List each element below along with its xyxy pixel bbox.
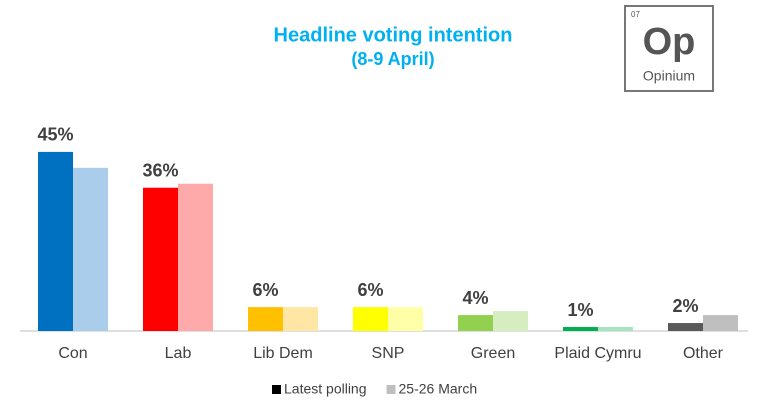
legend-swatch bbox=[386, 385, 396, 394]
bar bbox=[598, 327, 633, 331]
logo-number: 07 bbox=[631, 10, 640, 19]
logo-symbol: Op bbox=[643, 21, 696, 63]
logo-box bbox=[624, 5, 714, 92]
data-label: 1% bbox=[567, 300, 593, 320]
data-label: 36% bbox=[142, 160, 178, 180]
data-label: 4% bbox=[462, 288, 488, 308]
bar bbox=[248, 307, 283, 331]
x-tick-label: Green bbox=[471, 345, 515, 362]
bar bbox=[353, 307, 388, 331]
legend-swatch bbox=[272, 385, 281, 394]
x-tick-label: Lab bbox=[165, 345, 192, 362]
bar bbox=[143, 187, 178, 331]
bar bbox=[38, 151, 73, 331]
bar bbox=[493, 311, 528, 331]
logo-name: Opinium bbox=[643, 68, 695, 84]
bar bbox=[703, 315, 738, 331]
data-label: 6% bbox=[252, 280, 278, 300]
x-tick-label: SNP bbox=[372, 345, 405, 362]
bar bbox=[388, 307, 423, 331]
x-tick-label: Lib Dem bbox=[253, 345, 313, 362]
legend-label: 25-26 March bbox=[399, 381, 478, 397]
x-tick-label: Plaid Cymru bbox=[554, 345, 641, 362]
bar bbox=[668, 323, 703, 331]
x-tick-label: Other bbox=[683, 345, 724, 362]
chart-subtitle: (8-9 April) bbox=[351, 49, 434, 69]
bar bbox=[283, 307, 318, 331]
legend-label: Latest polling bbox=[284, 381, 367, 397]
data-label: 6% bbox=[357, 280, 383, 300]
data-label: 2% bbox=[672, 296, 698, 316]
logo: 07 Op Opinium bbox=[624, 5, 714, 92]
x-tick-label: Con bbox=[58, 345, 87, 362]
data-label: 45% bbox=[37, 125, 73, 145]
chart-title: Headline voting intention bbox=[274, 24, 513, 46]
bar bbox=[73, 167, 108, 331]
bar bbox=[563, 327, 598, 331]
bar bbox=[178, 183, 213, 331]
bar bbox=[458, 315, 493, 331]
